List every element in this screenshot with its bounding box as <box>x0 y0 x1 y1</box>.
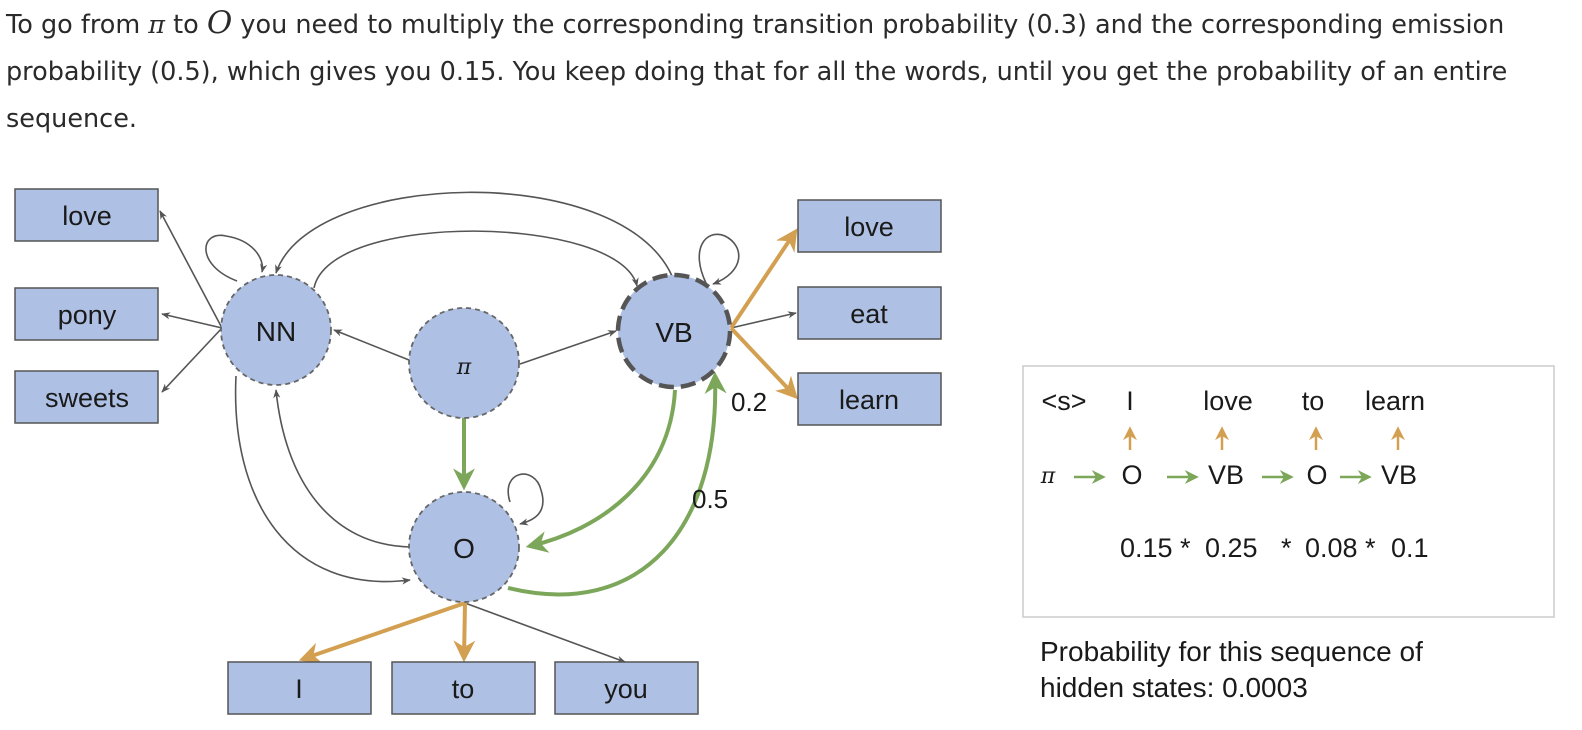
word-vb-eat: eat <box>850 299 888 329</box>
word-nn-pony: pony <box>58 300 117 330</box>
result-line-1: Probability for this sequence of <box>1040 636 1423 667</box>
edge-o-self <box>507 473 544 526</box>
word-nn-sweets: sweets <box>45 383 129 413</box>
word-box-o-i <box>227 661 372 715</box>
word-box-vb-learn <box>797 372 942 426</box>
sequence-box: <s> I love to learn π O VB O VB 0.15 * 0… <box>1022 365 1555 618</box>
seq-state-2: VB <box>1208 460 1244 490</box>
highlighted-emissions <box>298 228 799 664</box>
word-box-o-to <box>391 661 536 715</box>
node-pi <box>408 307 520 419</box>
edge-label-emission: 0.2 <box>731 387 767 417</box>
result-note: Probability for this sequence of hidden … <box>1040 634 1560 706</box>
word-box-vb-love <box>797 199 942 253</box>
edge-nn-o <box>234 375 411 585</box>
node-pi-label: π <box>456 355 472 380</box>
seq-start-pi: π <box>1040 464 1056 489</box>
node-nn <box>220 274 332 386</box>
edge-nn-love <box>159 210 223 329</box>
seq-product-4: 0.08 * <box>1305 533 1376 563</box>
edge-nn-self <box>205 234 268 282</box>
edge-vb-o <box>525 389 677 553</box>
seq-token-love: love <box>1203 386 1253 416</box>
node-o-label: O <box>453 533 475 564</box>
word-vb-learn: learn <box>839 385 899 415</box>
edge-nn-pony <box>161 312 223 329</box>
edge-pi-nn <box>333 329 410 361</box>
transition-edges <box>159 191 797 663</box>
para-part-3: you need to multiply the corresponding t… <box>6 10 1508 134</box>
result-line-2: hidden states: 0.0003 <box>1040 672 1308 703</box>
seq-token-start: <s> <box>1041 386 1086 416</box>
seq-product-1: 0.15 * <box>1120 533 1191 563</box>
edge-vb-nn <box>275 191 673 277</box>
edge-pi-vb <box>519 330 617 365</box>
word-box-vb-eat <box>797 286 942 340</box>
seq-state-4: VB <box>1381 460 1417 490</box>
edge-label-transition: 0.5 <box>692 484 728 514</box>
seq-product-3: * <box>1281 533 1292 563</box>
word-o-to: to <box>452 674 475 704</box>
edge-o-nn <box>273 389 411 548</box>
word-box-o-you <box>554 661 699 715</box>
para-part-1: To go from <box>6 10 149 40</box>
para-part-2: to <box>165 10 207 40</box>
pi-symbol: π <box>148 10 166 40</box>
word-nn-love: love <box>62 201 112 231</box>
edge-vb-self <box>698 233 740 285</box>
node-vb <box>615 272 733 390</box>
edge-nn-vb <box>313 230 639 289</box>
word-box-nn-love <box>14 188 159 242</box>
seq-token-i: I <box>1126 386 1134 416</box>
edge-vb-love <box>729 228 798 330</box>
seq-token-learn: learn <box>1365 386 1425 416</box>
seq-emission-arrows <box>1123 426 1405 450</box>
seq-product-2: 0.25 <box>1205 533 1258 563</box>
edge-nn-sweets <box>161 327 223 393</box>
highlighted-transitions <box>453 371 727 597</box>
word-box-nn-sweets <box>14 370 159 424</box>
node-nn-label: NN <box>256 316 296 347</box>
seq-state-3: O <box>1306 460 1327 490</box>
edge-o-i <box>298 601 466 664</box>
word-o-i: I <box>295 674 303 704</box>
explanation-paragraph: To go from π to O you need to multiply t… <box>6 0 1576 143</box>
edge-vb-eat <box>730 311 797 329</box>
o-symbol: O <box>206 5 233 41</box>
sequence-box-frame <box>1022 365 1555 618</box>
edge-o-to <box>453 602 476 663</box>
seq-state-1: O <box>1121 460 1142 490</box>
seq-token-to: to <box>1302 386 1325 416</box>
edge-vb-learn <box>729 326 799 400</box>
edge-o-vb <box>507 371 727 597</box>
state-nodes: NN π VB O <box>220 272 733 603</box>
node-o <box>408 491 520 603</box>
word-o-you: you <box>604 674 648 704</box>
seq-product-5: 0.1 <box>1391 533 1429 563</box>
edge-o-you <box>464 602 626 663</box>
node-vb-label: VB <box>655 317 692 348</box>
word-vb-love: love <box>844 212 894 242</box>
emission-words: love pony sweets love eat learn I to you <box>14 188 942 715</box>
word-box-nn-pony <box>14 287 159 341</box>
